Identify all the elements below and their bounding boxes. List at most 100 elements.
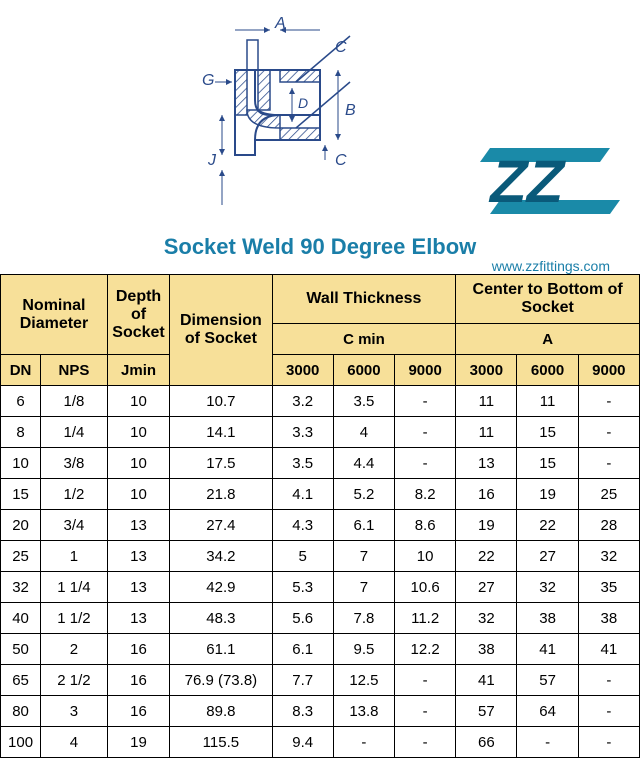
cell-c9000: -	[395, 665, 456, 696]
cell-a9000: 32	[578, 541, 639, 572]
cell-dn: 40	[1, 603, 41, 634]
cell-a9000: 35	[578, 572, 639, 603]
cell-a3000: 32	[456, 603, 517, 634]
cell-c3000: 7.7	[272, 665, 333, 696]
cell-nps: 3/8	[41, 448, 108, 479]
cell-a3000: 11	[456, 417, 517, 448]
cell-a6000: 19	[517, 479, 578, 510]
table-row: 61/81010.73.23.5-1111-	[1, 386, 640, 417]
cell-jmin: 16	[107, 634, 169, 665]
cell-jmin: 19	[107, 727, 169, 758]
cell-c9000: -	[395, 727, 456, 758]
cell-a3000: 41	[456, 665, 517, 696]
cell-jmin: 13	[107, 603, 169, 634]
cell-nps: 3	[41, 696, 108, 727]
table-row: 81/41014.13.34-1115-	[1, 417, 640, 448]
label-c1: C	[335, 39, 347, 56]
cell-a3000: 16	[456, 479, 517, 510]
cell-a6000: 32	[517, 572, 578, 603]
table-row: 2511334.25710222732	[1, 541, 640, 572]
cell-c3000: 5.6	[272, 603, 333, 634]
table-row: 100419115.59.4--66--	[1, 727, 640, 758]
cell-a6000: 22	[517, 510, 578, 541]
cell-a6000: 38	[517, 603, 578, 634]
cell-jmin: 10	[107, 417, 169, 448]
cell-nps: 1/2	[41, 479, 108, 510]
cell-dn: 8	[1, 417, 41, 448]
cell-nps: 1 1/4	[41, 572, 108, 603]
cell-dn: 10	[1, 448, 41, 479]
cell-c6000: 7	[333, 541, 394, 572]
elbow-diagram: A G B D C C J	[180, 10, 400, 210]
th-nps: NPS	[41, 355, 108, 386]
cell-dim: 21.8	[170, 479, 272, 510]
cell-nps: 1	[41, 541, 108, 572]
cell-c9000: -	[395, 386, 456, 417]
cell-jmin: 10	[107, 479, 169, 510]
th-center: Center to Bottom of Socket	[456, 275, 640, 324]
th-dimension: Dimension of Socket	[170, 275, 272, 386]
cell-a9000: -	[578, 696, 639, 727]
cell-nps: 2	[41, 634, 108, 665]
th-c9000: 9000	[395, 355, 456, 386]
cell-dim: 115.5	[170, 727, 272, 758]
logo-text: ZZ	[484, 148, 572, 215]
cell-a6000: 57	[517, 665, 578, 696]
cell-c6000: 12.5	[333, 665, 394, 696]
cell-c9000: 10.6	[395, 572, 456, 603]
table-row: 652 1/21676.9 (73.8)7.712.5-4157-	[1, 665, 640, 696]
cell-a3000: 13	[456, 448, 517, 479]
cell-c6000: 3.5	[333, 386, 394, 417]
cell-jmin: 10	[107, 448, 169, 479]
cell-a6000: 27	[517, 541, 578, 572]
cell-a9000: -	[578, 386, 639, 417]
cell-jmin: 13	[107, 572, 169, 603]
cell-a9000: -	[578, 448, 639, 479]
th-c3000: 3000	[272, 355, 333, 386]
label-d: D	[298, 95, 308, 111]
cell-dim: 42.9	[170, 572, 272, 603]
th-dn: DN	[1, 355, 41, 386]
cell-c6000: 7.8	[333, 603, 394, 634]
cell-dim: 27.4	[170, 510, 272, 541]
cell-c3000: 5	[272, 541, 333, 572]
cell-c9000: -	[395, 417, 456, 448]
cell-c6000: 4	[333, 417, 394, 448]
diagram-area: A G B D C C J ZZ	[0, 0, 640, 230]
cell-a9000: 38	[578, 603, 639, 634]
cell-a9000: -	[578, 727, 639, 758]
cell-c9000: -	[395, 448, 456, 479]
cell-c3000: 8.3	[272, 696, 333, 727]
cell-nps: 2 1/2	[41, 665, 108, 696]
url-text: www.zzfittings.com	[0, 258, 640, 274]
th-a: A	[456, 324, 640, 355]
cell-dn: 6	[1, 386, 41, 417]
cell-a9000: 28	[578, 510, 639, 541]
table-row: 401 1/21348.35.67.811.2323838	[1, 603, 640, 634]
cell-c3000: 3.2	[272, 386, 333, 417]
cell-nps: 1/8	[41, 386, 108, 417]
th-jmin: Jmin	[107, 355, 169, 386]
cell-dn: 50	[1, 634, 41, 665]
cell-nps: 1 1/2	[41, 603, 108, 634]
cell-c3000: 6.1	[272, 634, 333, 665]
dimensions-table: Nominal Diameter Depth of Socket Dimensi…	[0, 274, 640, 758]
cell-c6000: 7	[333, 572, 394, 603]
cell-c6000: 6.1	[333, 510, 394, 541]
cell-dn: 32	[1, 572, 41, 603]
cell-c6000: 9.5	[333, 634, 394, 665]
cell-a3000: 38	[456, 634, 517, 665]
cell-dim: 14.1	[170, 417, 272, 448]
cell-a6000: 15	[517, 417, 578, 448]
cell-a9000: 25	[578, 479, 639, 510]
table-row: 8031689.88.313.8-5764-	[1, 696, 640, 727]
cell-c6000: 4.4	[333, 448, 394, 479]
label-a: A	[274, 15, 286, 32]
table-row: 151/21021.84.15.28.2161925	[1, 479, 640, 510]
th-a6000: 6000	[517, 355, 578, 386]
label-g: G	[202, 72, 214, 89]
cell-dn: 25	[1, 541, 41, 572]
cell-dn: 15	[1, 479, 41, 510]
label-j: J	[207, 152, 217, 169]
th-cmin: C min	[272, 324, 456, 355]
